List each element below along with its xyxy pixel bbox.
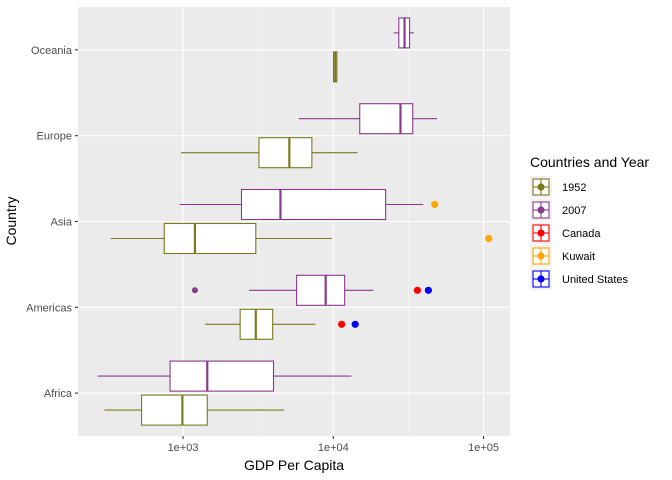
point-layer [338, 200, 493, 328]
box-body [169, 360, 275, 392]
y-tick-label: Africa [44, 388, 73, 400]
point-canada-1952 [338, 320, 346, 328]
point-united-states-2007 [424, 286, 432, 294]
legend-item-1952: 1952 [530, 176, 586, 198]
legend-item-canada: Canada [530, 222, 601, 244]
box-layer [97, 17, 437, 426]
point-kuwait-2007 [431, 200, 439, 209]
legend-title: Countries and Year [530, 154, 649, 170]
y-tick-label: Americas [26, 302, 72, 314]
legend-key-dot [537, 252, 545, 260]
box-africa-2007 [97, 360, 352, 392]
box-oceania-2007 [393, 17, 414, 49]
outlier-point [191, 287, 198, 294]
legend-key-dot [537, 183, 545, 191]
legend-key-dot [537, 206, 545, 214]
legend-label: Kuwait [562, 251, 595, 263]
legend-label: Canada [562, 228, 601, 240]
legend-item-2007: 2007 [530, 199, 586, 221]
box-oceania-1952 [332, 51, 338, 83]
y-tick-label: Europe [37, 131, 72, 143]
box-asia-1952 [110, 222, 332, 255]
y-axis: Africa Americas Asia Europe Oceania [26, 45, 78, 400]
x-tick-label: 1e+05 [468, 442, 499, 454]
x-tick-label: 1e+03 [168, 442, 199, 454]
box-europe-1952 [181, 137, 358, 169]
box-body [163, 222, 257, 255]
legend-label: 2007 [562, 205, 586, 217]
x-tick-label: 1e+04 [318, 442, 349, 454]
y-axis-title: Country [3, 196, 19, 245]
legend-item-kuwait: Kuwait [530, 245, 595, 267]
box-americas-2007 [249, 274, 374, 306]
box-body [258, 137, 313, 169]
x-axis-title: GDP Per Capita [244, 457, 344, 473]
legend-key-dot [537, 275, 545, 283]
point-canada-2007 [413, 286, 422, 294]
legend-label: United States [562, 274, 629, 286]
box-americas-1952 [204, 308, 316, 340]
x-axis: 1e+03 1e+04 1e+05 [168, 436, 499, 454]
legend-item-united-states: United States [530, 268, 629, 290]
y-tick-label: Oceania [31, 45, 73, 57]
box-body [141, 394, 208, 426]
legend-label: 1952 [562, 182, 586, 194]
box-body [359, 103, 414, 135]
point-united-states-1952 [351, 320, 359, 328]
legend-key-dot [537, 229, 545, 237]
box-body [296, 274, 346, 306]
box-africa-1952 [104, 394, 285, 426]
point-kuwait-1952 [485, 234, 493, 243]
box-body [240, 188, 387, 221]
y-tick-label: Asia [51, 217, 73, 229]
box-asia-2007 [179, 188, 424, 221]
box-europe-2007 [298, 103, 437, 135]
legend: Countries and Year 1952 2007 Canada Kuwait U… [530, 154, 649, 290]
